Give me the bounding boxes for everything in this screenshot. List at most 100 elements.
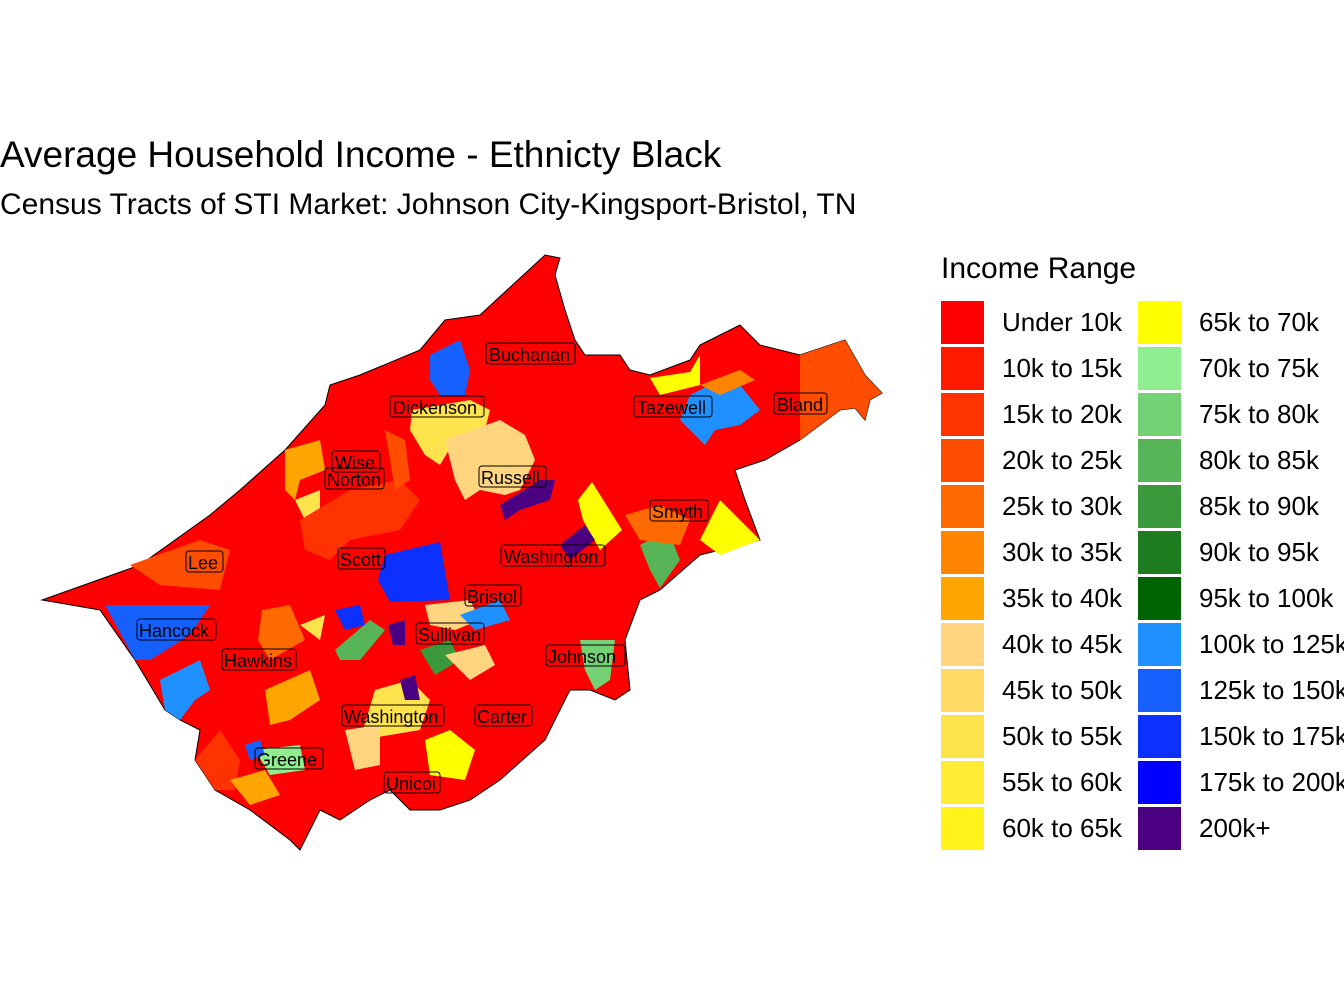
county-label: Sullivan: [415, 622, 485, 645]
tract: [578, 482, 622, 550]
tract: [420, 640, 460, 675]
tract: [700, 500, 760, 555]
legend-label: 40k to 45k: [1002, 629, 1122, 659]
legend-swatch: [941, 531, 984, 574]
svg-text:Washington: Washington: [504, 547, 598, 567]
svg-text:Hawkins: Hawkins: [224, 651, 292, 671]
tract: [160, 660, 210, 720]
legend-item: 40k to 45k: [941, 623, 1141, 666]
legend-swatch: [1138, 623, 1181, 666]
tract: [700, 370, 755, 395]
legend-item: 25k to 30k: [941, 485, 1141, 528]
legend-item: 65k to 70k: [1138, 301, 1338, 344]
svg-text:Norton: Norton: [327, 470, 381, 490]
legend-item: 10k to 15k: [941, 347, 1141, 390]
legend-label: 65k to 70k: [1199, 307, 1319, 337]
legend-item: 200k+: [1138, 807, 1338, 850]
svg-text:Unicoi: Unicoi: [386, 774, 436, 794]
tract: [258, 605, 305, 660]
legend-item: 80k to 85k: [1138, 439, 1338, 482]
svg-text:Dickenson: Dickenson: [393, 398, 477, 418]
svg-text:Lee: Lee: [188, 553, 218, 573]
legend-label: Under 10k: [1002, 307, 1122, 337]
county-label: Norton: [324, 467, 385, 490]
tract: [265, 670, 320, 725]
legend-swatch: [941, 393, 984, 436]
legend-item: 30k to 35k: [941, 531, 1141, 574]
svg-text:Greene: Greene: [257, 750, 317, 770]
tract: [195, 730, 240, 790]
legend-item: 125k to 150k: [1138, 669, 1344, 712]
county-label: Smyth: [649, 499, 709, 522]
legend-item: Under 10k: [941, 301, 1141, 344]
legend-swatch: [941, 485, 984, 528]
svg-text:Bland: Bland: [777, 395, 823, 415]
legend-item: 175k to 200k: [1138, 761, 1344, 804]
county-labels: Buchanan Dickenson Tazewell Bland Wise N…: [136, 342, 828, 794]
svg-text:Tazewell: Tazewell: [637, 398, 706, 418]
tract: [255, 745, 305, 775]
legend-swatch: [941, 301, 984, 344]
legend-label: 50k to 55k: [1002, 721, 1122, 751]
legend-swatch: [941, 669, 984, 712]
county-label: Carter: [474, 704, 533, 727]
tract: [378, 542, 450, 602]
tract: [580, 640, 615, 690]
legend-swatch: [1138, 393, 1181, 436]
svg-text:Washington: Washington: [344, 707, 438, 727]
legend-item: 45k to 50k: [941, 669, 1141, 712]
legend-item: 15k to 20k: [941, 393, 1141, 436]
legend-item: 35k to 40k: [941, 577, 1141, 620]
svg-text:Sullivan: Sullivan: [418, 625, 481, 645]
legend-item: 60k to 65k: [941, 807, 1141, 850]
svg-text:Russell: Russell: [481, 468, 540, 488]
legend-swatch: [941, 439, 984, 482]
tract: [445, 645, 495, 680]
tract: [400, 675, 420, 700]
legend-item: 100k to 125k: [1138, 623, 1344, 666]
legend-label: 80k to 85k: [1199, 445, 1319, 475]
legend-swatch: [1138, 715, 1181, 758]
svg-text:Hancock: Hancock: [139, 621, 210, 641]
svg-text:Bristol: Bristol: [467, 587, 517, 607]
legend-label: 10k to 15k: [1002, 353, 1122, 383]
legend-swatch: [1138, 347, 1181, 390]
svg-text:Buchanan: Buchanan: [489, 345, 570, 365]
county-label: Unicoi: [383, 771, 441, 794]
legend-label: 95k to 100k: [1199, 583, 1334, 613]
legend-label: 175k to 200k: [1199, 767, 1344, 797]
legend-label: 60k to 65k: [1002, 813, 1122, 843]
legend-swatch: [1138, 577, 1181, 620]
legend-swatch: [1138, 669, 1181, 712]
tract: [650, 355, 700, 395]
tract: [300, 615, 325, 640]
legend-item: 150k to 175k: [1138, 715, 1344, 758]
legend-swatch: [941, 577, 984, 620]
legend-item: 50k to 55k: [941, 715, 1141, 758]
county-label: Tazewell: [633, 395, 713, 418]
legend-item: 85k to 90k: [1138, 485, 1338, 528]
legend-item: 75k to 80k: [1138, 393, 1338, 436]
tract: [335, 605, 365, 630]
county-label: Lee: [185, 550, 224, 573]
legend-label: 55k to 60k: [1002, 767, 1122, 797]
legend-label: 20k to 25k: [1002, 445, 1122, 475]
tract: [640, 530, 680, 588]
tract: [625, 505, 690, 545]
legend-label: 30k to 35k: [1002, 537, 1122, 567]
tract: [410, 400, 490, 465]
county-label: Washington: [341, 704, 445, 727]
legend-swatch: [1138, 301, 1181, 344]
tract: [430, 340, 470, 395]
county-label: Buchanan: [485, 342, 576, 365]
census-tracts: [105, 340, 882, 805]
legend-swatch: [1138, 531, 1181, 574]
legend-label: 90k to 95k: [1199, 537, 1319, 567]
county-label: Greene: [254, 747, 324, 770]
tract: [388, 620, 405, 645]
map-title: Average Household Income - Ethnicty Blac…: [0, 134, 722, 175]
legend-label: 70k to 75k: [1199, 353, 1319, 383]
tract: [800, 340, 882, 440]
legend-item: 20k to 25k: [941, 439, 1141, 482]
